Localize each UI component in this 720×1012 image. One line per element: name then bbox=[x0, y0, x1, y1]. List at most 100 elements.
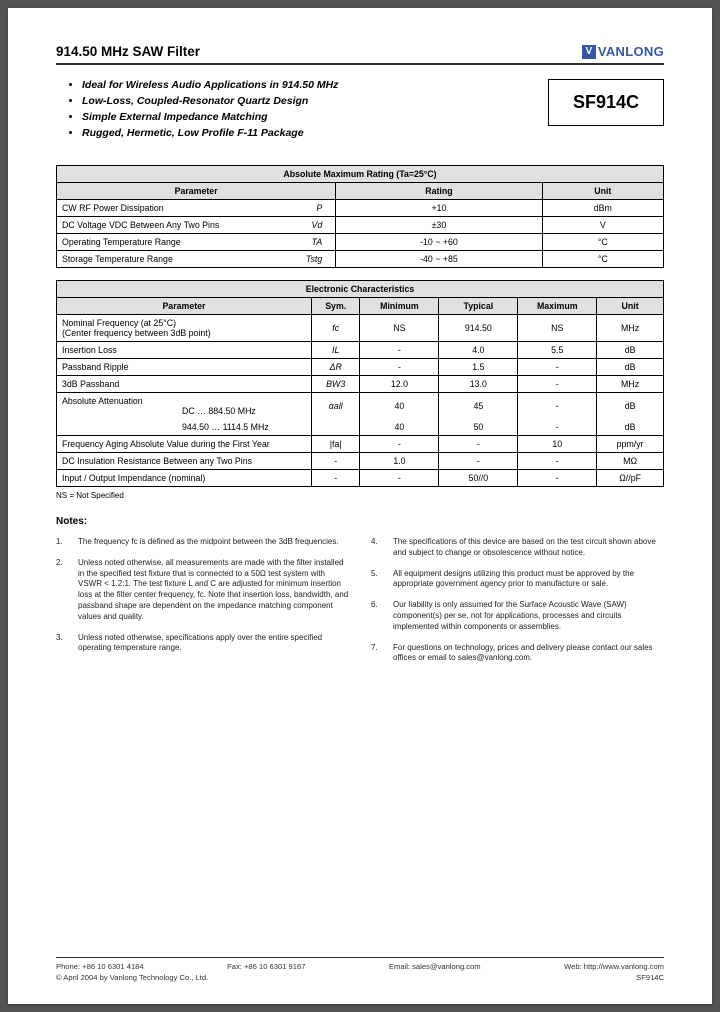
logo-mark-icon: V bbox=[582, 45, 596, 59]
cell: Vd bbox=[311, 220, 330, 230]
table-row: DC Voltage VDC Between Any Two Pins Vd ±3… bbox=[57, 217, 664, 234]
cell: 12.0 bbox=[360, 376, 439, 393]
cell: ±30 bbox=[336, 217, 542, 234]
cell: 40 bbox=[360, 393, 439, 420]
note-num: 5. bbox=[371, 569, 381, 591]
col-header: Typical bbox=[439, 298, 518, 315]
cell: - bbox=[518, 359, 597, 376]
table-row: Nominal Frequency (at 25°C) (Center freq… bbox=[57, 315, 664, 342]
cell: 4.0 bbox=[439, 342, 518, 359]
note-num: 1. bbox=[56, 537, 66, 548]
cell: MHz bbox=[597, 315, 664, 342]
note-item: 2.Unless noted otherwise, all measuremen… bbox=[56, 558, 349, 623]
table-row: 3dB Passband BW3 12.0 13.0 - MHz bbox=[57, 376, 664, 393]
cell: - bbox=[518, 470, 597, 487]
table-row: Passband Ripple ΔR - 1.5 - dB bbox=[57, 359, 664, 376]
cell: 1.5 bbox=[439, 359, 518, 376]
cell: IL bbox=[311, 342, 360, 359]
cell: P bbox=[316, 203, 330, 213]
footer-copyright: © April 2004 by Vanlong Technology Co., … bbox=[56, 973, 208, 982]
ns-note: NS = Not Specified bbox=[56, 491, 664, 500]
cell: 40 bbox=[360, 419, 439, 436]
footer-web: Web: http://www.vanlong.com bbox=[564, 962, 664, 971]
abs-max-table: Absolute Maximum Rating (Ta=25°C) Parame… bbox=[56, 165, 664, 268]
col-header: Sym. bbox=[311, 298, 360, 315]
cell: 5.5 bbox=[518, 342, 597, 359]
cell: αall bbox=[311, 393, 360, 420]
footer-phone: Phone: +86 10 6301 4184 bbox=[56, 962, 144, 971]
cell: dB bbox=[597, 359, 664, 376]
note-item: 3. Unless noted otherwise, specifications… bbox=[56, 633, 349, 655]
cell: - bbox=[311, 453, 360, 470]
note-text: Unless noted otherwise, all measurements… bbox=[78, 558, 349, 623]
cell: -40 ~ +85 bbox=[336, 251, 542, 268]
cell: fc bbox=[311, 315, 360, 342]
footer-email: Email: sales@vanlong.com bbox=[389, 962, 481, 971]
note-text: Unless noted otherwise, specifications a… bbox=[78, 633, 349, 655]
cell: NS bbox=[518, 315, 597, 342]
feature-item: Ideal for Wireless Audio Applications in… bbox=[82, 79, 338, 91]
note-item: 4.The specifications of this device are … bbox=[371, 537, 664, 559]
cell: DC Voltage VDC Between Any Two Pins bbox=[62, 220, 219, 230]
cell: dBm bbox=[542, 200, 663, 217]
note-text: All equipment designs utilizing this pro… bbox=[393, 569, 664, 591]
feature-item: Low-Loss, Coupled-Resonator Quartz Desig… bbox=[82, 95, 338, 107]
cell: 50//0 bbox=[439, 470, 518, 487]
note-num: 3. bbox=[56, 633, 66, 655]
col-header: Parameter bbox=[57, 298, 312, 315]
cell bbox=[311, 419, 360, 436]
cell: dB bbox=[597, 419, 664, 436]
cell: Input / Output Impendance (nominal) bbox=[57, 470, 312, 487]
cell: 914.50 bbox=[439, 315, 518, 342]
table-row: Operating Temperature RangeTA -10 ~ +60 … bbox=[57, 234, 664, 251]
table-row: Absolute Attenuation DC … 884.50 MHz αal… bbox=[57, 393, 664, 420]
note-num: 2. bbox=[56, 558, 66, 623]
cell: dB bbox=[597, 342, 664, 359]
feature-item: Rugged, Hermetic, Low Profile F-11 Packa… bbox=[82, 127, 338, 139]
table-row: Storage Temperature RangeTstg -40 ~ +85 … bbox=[57, 251, 664, 268]
note-num: 6. bbox=[371, 600, 381, 632]
page-title: 914.50 MHz SAW Filter bbox=[56, 44, 200, 59]
part-number-box: SF914C bbox=[548, 79, 664, 126]
table-row: DC Insulation Resistance Between any Two… bbox=[57, 453, 664, 470]
note-text: The frequency fc is defined as the midpo… bbox=[78, 537, 339, 548]
logo-text: VANLONG bbox=[598, 44, 664, 59]
cell: Nominal Frequency (at 25°C) (Center freq… bbox=[57, 315, 312, 342]
cell: CW RF Power Dissipation bbox=[62, 203, 164, 213]
col-header: Unit bbox=[597, 298, 664, 315]
elec-char-table: Electronic Characteristics Parameter Sym… bbox=[56, 280, 664, 487]
table-row: Insertion Loss IL - 4.0 5.5 dB bbox=[57, 342, 664, 359]
footer-part: SF914C bbox=[636, 973, 664, 982]
cell: - bbox=[360, 436, 439, 453]
notes-title: Notes: bbox=[56, 516, 664, 527]
note-num: 4. bbox=[371, 537, 381, 559]
brand-logo: V VANLONG bbox=[582, 44, 664, 59]
note-text: Our liability is only assumed for the Su… bbox=[393, 600, 664, 632]
cell: BW3 bbox=[311, 376, 360, 393]
datasheet-page: 914.50 MHz SAW Filter V VANLONG Ideal fo… bbox=[8, 8, 712, 1004]
cell: DC … 884.50 MHz bbox=[62, 406, 306, 416]
cell: Tstg bbox=[306, 254, 330, 264]
note-item: 1. The frequency fc is defined as the mid… bbox=[56, 537, 349, 548]
table-row: Input / Output Impendance (nominal) - - … bbox=[57, 470, 664, 487]
cell: -10 ~ +60 bbox=[336, 234, 542, 251]
cell: 944.50 … 1114.5 MHz bbox=[62, 422, 306, 432]
cell: - bbox=[311, 470, 360, 487]
cell: +10 bbox=[336, 200, 542, 217]
cell: - bbox=[439, 453, 518, 470]
cell: ΔR bbox=[311, 359, 360, 376]
col-header: Parameter bbox=[57, 183, 336, 200]
cell: - bbox=[360, 342, 439, 359]
cell: TA bbox=[312, 237, 331, 247]
cell: - bbox=[360, 470, 439, 487]
table-row: 944.50 … 1114.5 MHz 40 50 - dB bbox=[57, 419, 664, 436]
notes-right: 4.The specifications of this device are … bbox=[371, 537, 664, 674]
cell: Frequency Aging Absolute Value during th… bbox=[57, 436, 312, 453]
page-footer: Phone: +86 10 6301 4184 Fax: +86 10 6301… bbox=[56, 957, 664, 982]
notes-left: 1. The frequency fc is defined as the mid… bbox=[56, 537, 349, 674]
cell: NS bbox=[360, 315, 439, 342]
note-num: 7. bbox=[371, 643, 381, 665]
top-block: Ideal for Wireless Audio Applications in… bbox=[56, 79, 664, 143]
col-header: Maximum bbox=[518, 298, 597, 315]
cell: 50 bbox=[439, 419, 518, 436]
